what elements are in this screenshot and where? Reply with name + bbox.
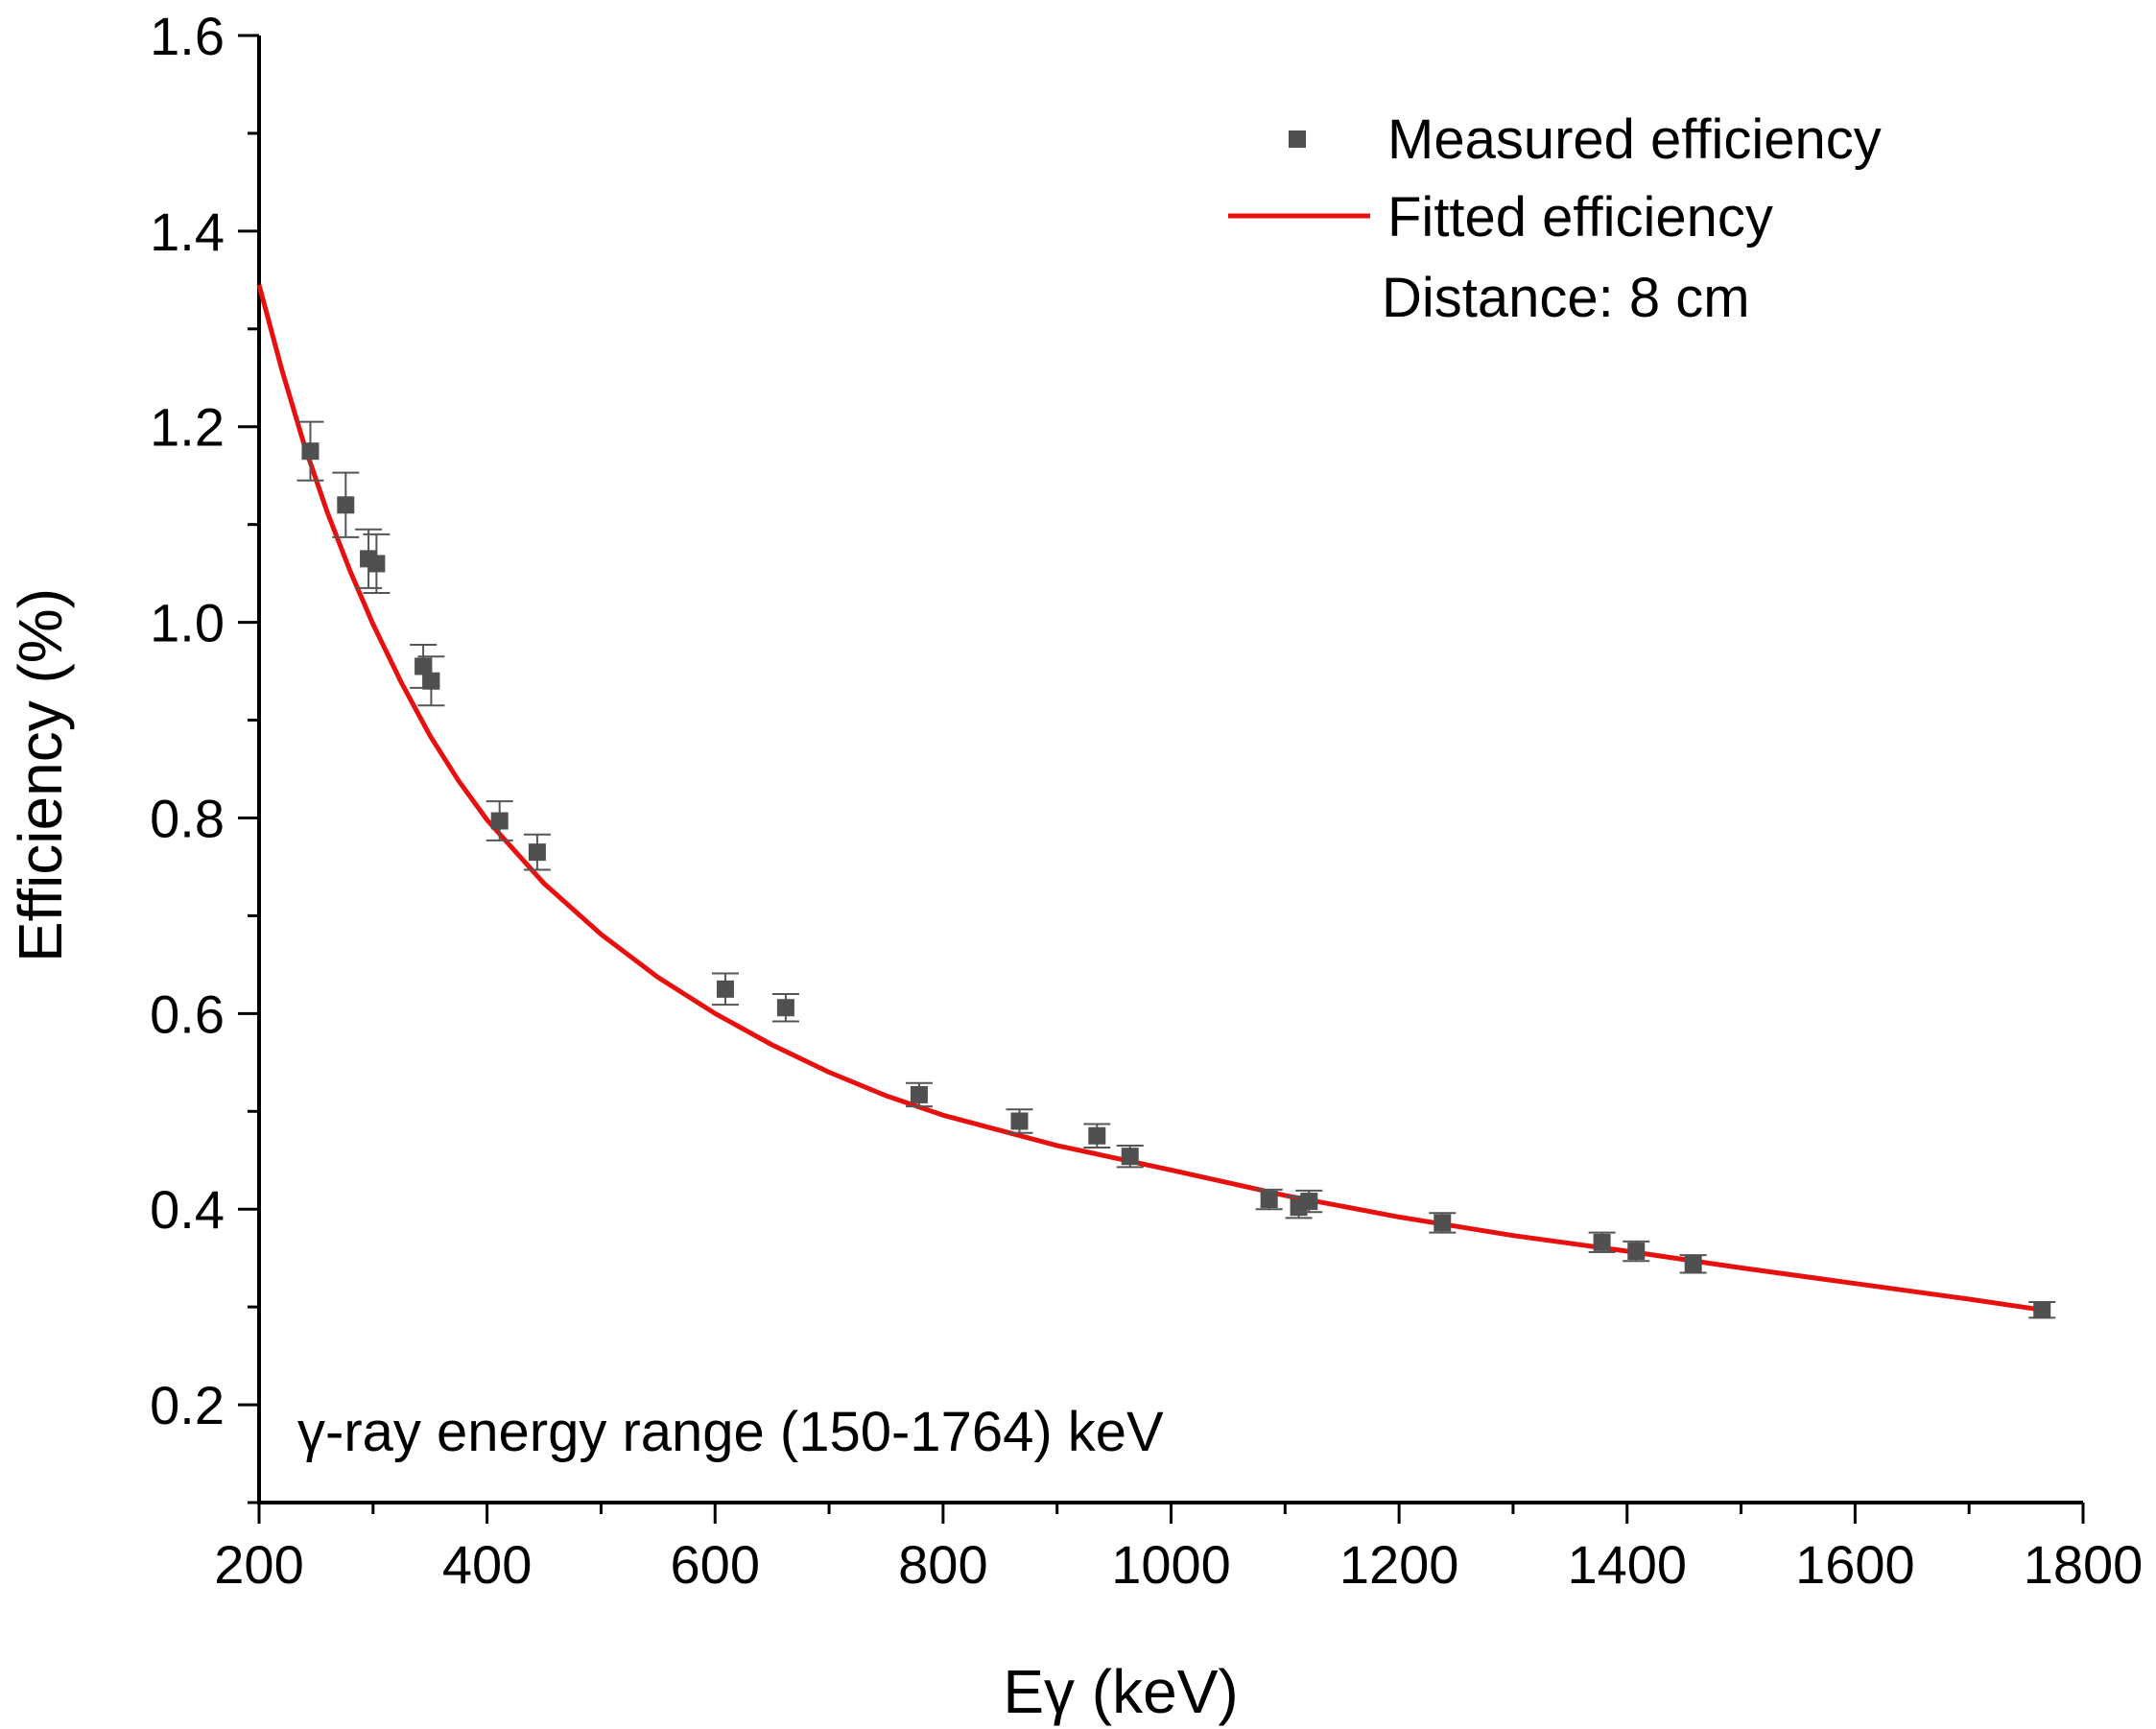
x-tick-label: 200 — [214, 1534, 303, 1595]
x-tick-label: 800 — [898, 1534, 987, 1595]
axes: 200 400 600 800 1000 1200 1400 1600 1800 0.2 0.4 0.… — [150, 6, 2143, 1595]
legend-measured-label: Measured efficiency — [1387, 108, 1882, 171]
legend-measured-marker — [1289, 130, 1306, 148]
measured-point — [1433, 1214, 1452, 1232]
measured-point — [776, 999, 794, 1017]
measured-point — [301, 442, 320, 461]
legend-fitted-label: Fitted efficiency — [1387, 186, 1773, 249]
measured-point — [1627, 1243, 1646, 1261]
measured-point — [1593, 1233, 1611, 1251]
measured-point — [422, 672, 440, 690]
x-tick-label: 1600 — [1795, 1534, 1915, 1595]
y-axis-label: Efficiency (%) — [6, 588, 75, 962]
x-tick-label: 1400 — [1567, 1534, 1687, 1595]
y-tick-label: 1.0 — [150, 593, 225, 653]
measured-point — [716, 980, 734, 998]
x-tick-label: 400 — [442, 1534, 532, 1595]
fit-layer — [256, 284, 2043, 1313]
measured-point — [490, 812, 509, 830]
y-tick-label: 0.2 — [150, 1375, 225, 1435]
legend-distance-note: Distance: 8 cm — [1382, 267, 1750, 329]
x-tick-label: 1000 — [1111, 1534, 1231, 1595]
measured-point — [1010, 1112, 1029, 1130]
x-tick-label: 1800 — [2024, 1534, 2144, 1595]
legend: Measured efficiency Fitted efficiency Di… — [1228, 108, 1882, 329]
measured-point — [415, 657, 433, 675]
measured-point — [2033, 1301, 2051, 1319]
x-tick-label: 1200 — [1339, 1534, 1459, 1595]
measured-point — [528, 843, 546, 862]
x-axis-label: Eγ (keV) — [1003, 1657, 1238, 1726]
fitted-efficiency-curve — [256, 284, 2043, 1313]
measured-point — [337, 496, 355, 514]
measured-point — [1121, 1148, 1139, 1166]
y-tick-label: 1.4 — [150, 201, 225, 262]
energy-range-annotation: γ-ray energy range (150-1764) keV — [297, 1401, 1164, 1463]
y-tick-label: 0.8 — [150, 788, 225, 848]
text-layer: Eγ (keV) Efficiency (%) γ-ray energy ran… — [6, 588, 1239, 1726]
measured-point — [367, 555, 386, 573]
points-layer — [296, 420, 2056, 1319]
x-tick-label: 600 — [671, 1534, 760, 1595]
measured-point — [1684, 1255, 1702, 1273]
y-tick-label: 0.4 — [150, 1179, 225, 1240]
y-tick-label: 1.2 — [150, 397, 225, 458]
measured-point — [1300, 1193, 1318, 1211]
y-tick-label: 1.6 — [150, 6, 225, 66]
measured-point — [1088, 1126, 1106, 1145]
measured-point — [910, 1085, 928, 1103]
measured-point — [1260, 1191, 1278, 1209]
y-tick-label: 0.6 — [150, 983, 225, 1044]
